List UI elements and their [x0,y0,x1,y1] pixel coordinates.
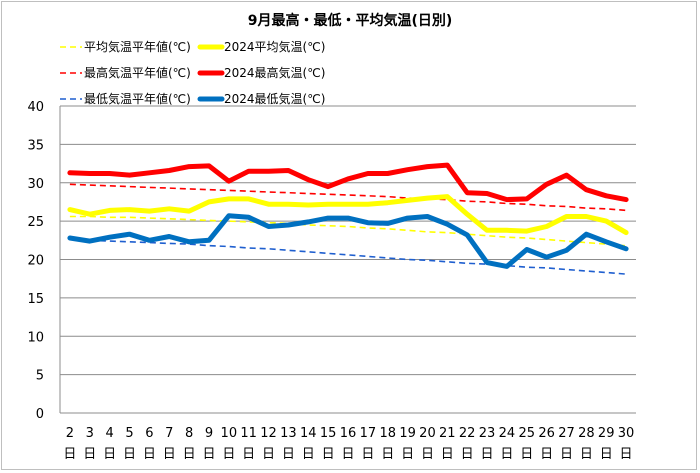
x-tick-label: 3 [86,426,94,441]
y-tick-label: 15 [27,292,44,307]
x-tick-day-label: 日 [242,447,255,462]
x-tick-day-label: 日 [600,447,613,462]
x-tick-day-label: 日 [183,447,196,462]
x-tick-label: 17 [360,426,377,441]
legend-label-2: 最高気温平年値(℃) [84,65,191,80]
x-tick-label: 26 [538,426,555,441]
x-tick-label: 23 [479,426,496,441]
x-tick-day-label: 日 [481,447,494,462]
x-tick-label: 15 [320,426,337,441]
x-tick-day-label: 日 [222,447,235,462]
x-tick-label: 28 [578,426,595,441]
x-tick-label: 18 [379,426,396,441]
x-tick-day-label: 日 [500,447,513,462]
legend-label-5: 2024最低気温(℃) [224,91,325,106]
x-tick-day-label: 日 [282,447,295,462]
series-line-5 [67,213,629,269]
y-tick-label: 20 [27,254,44,269]
legend-label-0: 平均気温平年値(℃) [84,39,191,54]
y-tick-label: 10 [27,330,44,345]
series-line-4 [69,238,627,275]
axes: 05101520253035402日3日4日5日6日7日8日9日10日11日12… [27,100,636,462]
x-tick-day-label: 日 [361,447,374,462]
x-tick-label: 12 [260,426,277,441]
x-tick-label: 11 [240,426,257,441]
x-tick-day-label: 日 [421,447,434,462]
x-tick-label: 7 [165,426,173,441]
x-tick-label: 20 [419,426,436,441]
x-tick-day-label: 日 [461,447,474,462]
x-tick-label: 10 [221,426,238,441]
x-tick-label: 14 [300,426,317,441]
x-tick-day-label: 日 [620,447,633,462]
x-tick-label: 4 [106,426,114,441]
legend: 平均気温平年値(℃) 2024平均気温(℃) 最高気温平年値(℃) 2024最高気温(… [60,39,325,106]
series-line-1 [67,194,629,236]
x-tick-day-label: 日 [441,447,454,462]
x-tick-label: 29 [598,426,615,441]
x-tick-label: 13 [280,426,297,441]
x-tick-label: 22 [459,426,476,441]
x-tick-label: 5 [125,426,133,441]
x-tick-day-label: 日 [401,447,414,462]
legend-label-1: 2024平均気温(℃) [224,39,325,54]
y-tick-label: 35 [27,138,44,153]
x-tick-day-label: 日 [143,447,156,462]
x-tick-label: 19 [399,426,416,441]
x-tick-day-label: 日 [63,447,76,462]
x-tick-day-label: 日 [520,447,533,462]
x-tick-day-label: 日 [560,447,573,462]
x-tick-label: 30 [618,426,635,441]
x-tick-label: 25 [518,426,535,441]
x-tick-day-label: 日 [163,447,176,462]
x-tick-label: 6 [145,426,153,441]
series-line-2 [69,183,627,212]
y-tick-label: 40 [27,100,44,115]
x-tick-day-label: 日 [262,447,275,462]
legend-label-4: 最低気温平年値(℃) [84,91,191,106]
x-tick-label: 21 [439,426,456,441]
x-tick-day-label: 日 [202,447,215,462]
series-lines [67,162,629,275]
x-tick-day-label: 日 [83,447,96,462]
y-tick-label: 0 [36,407,44,422]
x-tick-day-label: 日 [341,447,354,462]
x-tick-label: 16 [340,426,357,441]
y-tick-label: 30 [27,177,44,192]
x-tick-label: 27 [558,426,575,441]
y-tick-label: 25 [27,215,44,230]
chart-title: 9月最高・最低・平均気温(日別) [248,12,453,29]
x-tick-label: 2 [66,426,74,441]
x-tick-day-label: 日 [381,447,394,462]
x-tick-label: 8 [185,426,193,441]
x-tick-day-label: 日 [322,447,335,462]
gridlines [60,105,636,414]
x-tick-label: 24 [499,426,516,441]
series-line-0 [69,215,627,247]
series-line-3 [67,162,629,203]
x-tick-day-label: 日 [103,447,116,462]
x-tick-day-label: 日 [302,447,315,462]
x-tick-day-label: 日 [123,447,136,462]
x-tick-label: 9 [205,426,213,441]
x-tick-day-label: 日 [580,447,593,462]
legend-label-3: 2024最高気温(℃) [224,65,325,80]
x-tick-day-label: 日 [540,447,553,462]
y-tick-label: 5 [36,369,44,384]
